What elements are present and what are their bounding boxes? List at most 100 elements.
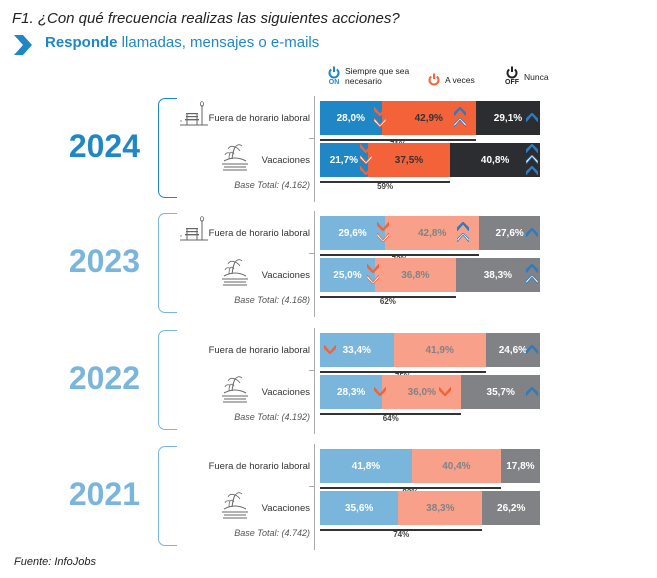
year-label: 2022 xyxy=(68,360,140,396)
chevron-down-icon xyxy=(377,222,390,231)
chevron-up-icon xyxy=(526,154,538,164)
chevron-up-icon xyxy=(457,233,470,242)
sum-label: 59% xyxy=(377,182,394,191)
chevron-down-icon xyxy=(359,165,372,175)
svg-text:*: * xyxy=(180,235,182,241)
sum-line xyxy=(320,181,451,183)
chevron-down-icon xyxy=(374,386,387,396)
power-icon xyxy=(428,73,440,86)
chevron-down-icon xyxy=(324,344,336,354)
legend-item-siempre: ON Siempre que sea necesario xyxy=(328,66,409,87)
bar-segment: 24,6% xyxy=(485,333,540,367)
chevron-down-icon xyxy=(366,264,379,273)
bar-segment: 27,6% xyxy=(479,216,540,250)
base-total: Base Total: (4.192) xyxy=(234,412,310,422)
chevron-up-icon xyxy=(526,227,538,237)
svg-text:*: * xyxy=(180,120,182,126)
chevron-down-icon xyxy=(359,143,372,153)
bar-segment: 40,8% xyxy=(450,143,540,177)
group-bracket xyxy=(158,213,177,313)
axis-line xyxy=(314,211,315,317)
bar-segment: 28,3% xyxy=(320,375,383,409)
chevron-down-icon xyxy=(377,233,390,242)
source-footer: Fuente: InfoJobs xyxy=(14,556,96,568)
bar-segment: 38,3% xyxy=(398,491,483,525)
group-bracket xyxy=(158,446,177,546)
row-label: Fuera de horario laboral xyxy=(208,345,310,356)
axis-tick xyxy=(309,370,314,371)
base-total: Base Total: (4.742) xyxy=(234,528,310,538)
chevron-up-icon xyxy=(453,118,466,127)
chevron-down-icon xyxy=(373,118,386,127)
legend-item-aveces: A veces xyxy=(428,73,475,86)
subtitle-bold: Responde xyxy=(45,34,118,51)
legend-label: A veces xyxy=(445,74,475,85)
legend-label: Nunca xyxy=(524,72,549,82)
row-label: Vacaciones xyxy=(261,270,310,281)
chevron-up-icon xyxy=(457,222,470,231)
chevron-right-icon xyxy=(14,35,32,55)
chevron-up-icon xyxy=(526,386,538,396)
legend-badge-off: OFF xyxy=(505,79,519,86)
chevron-down-icon xyxy=(439,386,452,396)
sum-line xyxy=(320,529,483,531)
sum-line xyxy=(320,254,480,256)
bar-segment: 21,7% xyxy=(320,143,368,177)
island-icon xyxy=(220,256,250,291)
island-icon xyxy=(220,489,250,524)
legend-item-nunca: OFF Nunca xyxy=(505,66,549,87)
bar-segment: 25,0% xyxy=(320,258,375,292)
axis-tick xyxy=(309,253,314,254)
question-title: F1. ¿Con qué frecuencia realizas las sig… xyxy=(12,10,400,27)
island-icon xyxy=(220,373,250,408)
axis-tick xyxy=(309,138,314,139)
sum-line xyxy=(320,371,486,373)
subtitle-rest: llamadas, mensajes o e-mails xyxy=(117,34,320,51)
year-label: 2023 xyxy=(68,243,140,279)
group-bracket xyxy=(158,98,177,198)
chevron-up-icon xyxy=(526,112,538,122)
sum-label: 74% xyxy=(393,530,410,539)
year-label: 2021 xyxy=(68,476,140,512)
sum-line xyxy=(320,413,462,415)
legend-badge-on: ON xyxy=(328,79,340,86)
group-bracket xyxy=(158,330,177,430)
row-label: Fuera de horario laboral xyxy=(208,228,310,239)
legend-label: Siempre que sea xyxy=(345,66,410,76)
bar-segment: 41,9% xyxy=(393,333,486,367)
power-on-icon xyxy=(328,66,340,79)
chevron-up-icon xyxy=(526,143,538,153)
axis-line xyxy=(314,444,315,550)
sum-label: 64% xyxy=(382,414,399,423)
island-icon xyxy=(220,141,250,176)
chevron-up-icon xyxy=(526,264,538,273)
chevron-down-icon xyxy=(373,107,386,116)
bar-segment: 41,8% xyxy=(320,449,412,483)
year-label: 2024 xyxy=(68,128,140,164)
row-label: Vacaciones xyxy=(261,503,310,514)
sum-label: 62% xyxy=(379,297,396,306)
subtitle: Responde llamadas, mensajes o e-mails xyxy=(45,34,319,51)
park-bench-icon: * xyxy=(180,216,208,247)
legend-label-line2: necesario xyxy=(345,76,382,86)
sum-line xyxy=(320,139,476,141)
bar-segment: 17,8% xyxy=(500,449,540,483)
base-total: Base Total: (4.162) xyxy=(234,180,310,190)
axis-line xyxy=(314,96,315,202)
bar-segment: 42,8% xyxy=(385,216,480,250)
row-label: Vacaciones xyxy=(261,155,310,166)
bar-segment: 35,6% xyxy=(320,491,399,525)
sum-line xyxy=(320,296,456,298)
bar-segment: 29,6% xyxy=(320,216,386,250)
bar-segment: 26,2% xyxy=(482,491,540,525)
bar-segment: 36,8% xyxy=(374,258,456,292)
chevron-up-icon xyxy=(526,344,538,354)
park-bench-icon: * xyxy=(180,101,208,132)
row-label: Fuera de horario laboral xyxy=(208,113,310,124)
chevron-up-icon xyxy=(526,275,538,284)
bar-segment: 28,0% xyxy=(320,101,382,135)
base-total: Base Total: (4.168) xyxy=(234,295,310,305)
chevron-up-icon xyxy=(453,107,466,116)
chevron-up-icon xyxy=(526,165,538,175)
sum-line xyxy=(320,487,501,489)
